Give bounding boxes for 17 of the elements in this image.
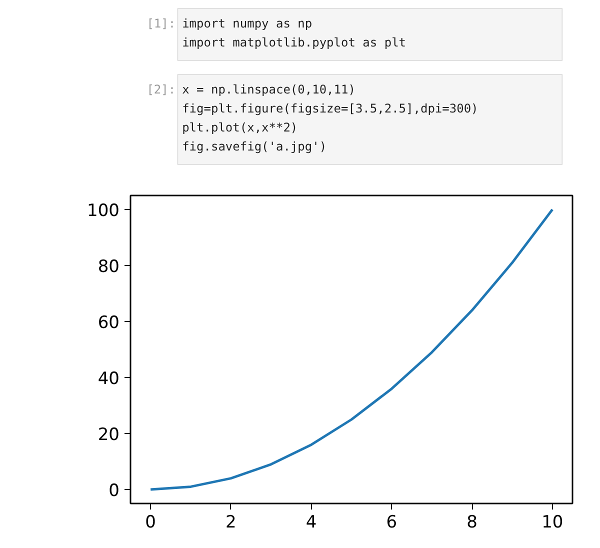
x-tick-label: 6 [386, 512, 398, 532]
y-tick-label: 60 [98, 313, 120, 333]
text: x = np.linspace(0,10,11) fig=plt.figure(figsize=[3.5,2.5],dpi=300) plt.plot(x,x**2) fig.savefig('a.jpg') [182, 82, 478, 154]
y-tick-label: 0 [108, 481, 120, 501]
text: [2]: [146, 82, 176, 96]
x-tick-label: 2 [226, 512, 236, 532]
y-tick-label: 100 [87, 201, 120, 221]
y-tick-label: 40 [98, 369, 120, 389]
y-tick-label: 20 [98, 425, 120, 445]
text: import numpy as np import matplotlib.pyplot as plt [182, 16, 406, 50]
x-tick-label: 8 [466, 512, 478, 532]
x-tick-label: 0 [145, 512, 156, 532]
line-series [149, 208, 554, 491]
x-tick-label: 10 [542, 512, 564, 532]
x-tick-label: 4 [306, 512, 317, 532]
text: [1]: [146, 16, 176, 30]
y-tick-label: 80 [98, 257, 120, 277]
